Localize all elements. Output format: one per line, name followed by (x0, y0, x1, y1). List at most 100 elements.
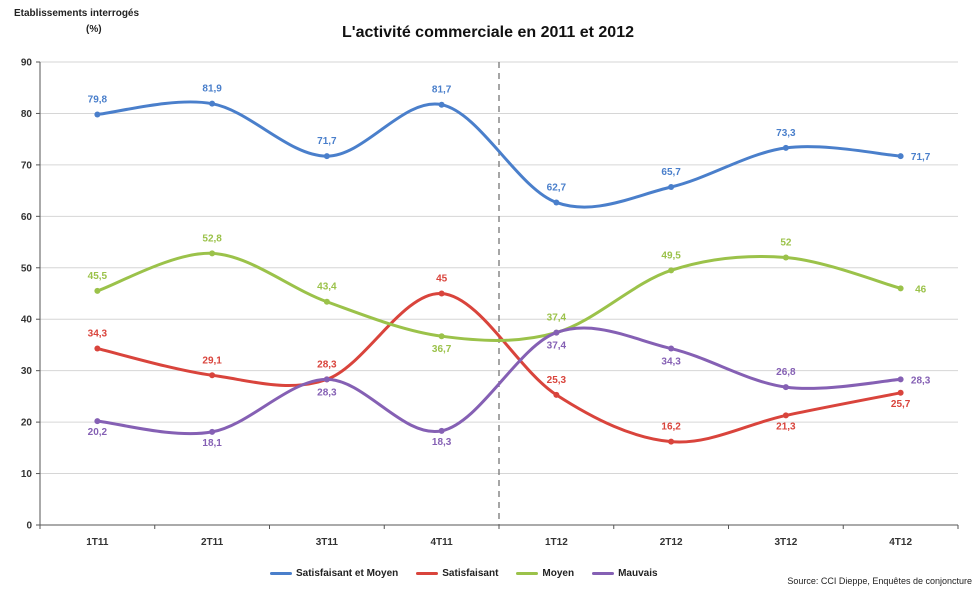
data-label: 25,3 (547, 375, 567, 386)
data-label: 52,8 (202, 233, 222, 244)
data-label: 20,2 (88, 427, 108, 438)
data-label: 65,7 (661, 167, 681, 178)
data-point (323, 376, 330, 383)
x-tick-label: 2T12 (660, 537, 683, 548)
legend-item: Satisfaisant et Moyen (270, 568, 398, 579)
legend-swatch (592, 572, 615, 575)
data-label: 49,5 (661, 250, 681, 261)
data-point (209, 372, 216, 379)
x-tick-label: 4T11 (431, 537, 454, 548)
y-tick-label: 40 (21, 315, 33, 326)
x-tick-label: 3T11 (316, 537, 339, 548)
data-point (209, 250, 216, 257)
x-tick-label: 4T12 (889, 537, 912, 548)
data-label: 52 (780, 237, 792, 248)
data-label: 28,3 (317, 359, 337, 370)
data-point (94, 111, 101, 118)
data-point (94, 287, 101, 294)
y-tick-label: 90 (21, 58, 33, 69)
data-point (438, 290, 445, 297)
legend-label: Moyen (542, 568, 575, 579)
data-point (668, 438, 675, 445)
data-label: 28,3 (317, 387, 337, 398)
data-label: 81,7 (432, 85, 452, 96)
data-label: 25,7 (891, 399, 911, 410)
data-label: 45,5 (88, 271, 108, 282)
data-point (553, 199, 560, 206)
data-point (782, 384, 789, 391)
data-label: 18,3 (432, 437, 452, 448)
data-point (209, 100, 216, 107)
data-point (553, 329, 560, 336)
data-point (782, 144, 789, 151)
data-label: 37,4 (547, 341, 567, 352)
x-tick-label: 1T12 (545, 537, 568, 548)
data-label: 28,3 (911, 375, 931, 386)
y-tick-label: 0 (26, 521, 32, 532)
data-label: 37,4 (547, 313, 567, 324)
series-line-mauvais (95, 326, 903, 436)
legend-item: Moyen (516, 568, 574, 579)
data-label: 79,8 (88, 94, 108, 105)
data-point (782, 412, 789, 419)
series-line-satisfaisant-et-moyen (95, 100, 903, 209)
legend-item: Mauvais (592, 568, 658, 579)
data-point (323, 298, 330, 305)
data-point (782, 254, 789, 261)
series-line-moyen (95, 251, 903, 342)
data-label: 18,1 (202, 438, 222, 449)
y-tick-label: 20 (21, 418, 33, 429)
data-point (897, 376, 904, 383)
x-tick-label: 1T11 (86, 537, 109, 548)
y-axis-label: Etablissements interrogés (14, 8, 140, 19)
y-tick-label: 60 (21, 212, 33, 223)
data-point (668, 345, 675, 352)
legend-swatch (516, 572, 539, 575)
data-label: 71,7 (317, 136, 337, 147)
data-point (438, 427, 445, 434)
data-label: 81,9 (202, 84, 222, 95)
data-point (553, 391, 560, 398)
data-label: 73,3 (776, 128, 796, 139)
y-tick-label: 50 (21, 263, 33, 274)
data-label: 45 (436, 274, 448, 285)
legend-swatch (416, 572, 439, 575)
data-point (94, 345, 101, 352)
data-label: 21,3 (776, 421, 796, 432)
data-label: 62,7 (547, 182, 567, 193)
x-tick-label: 3T12 (774, 537, 797, 548)
data-point (94, 418, 101, 425)
chart-title: L'activité commerciale en 2011 et 2012 (342, 24, 634, 41)
legend-label: Satisfaisant et Moyen (296, 568, 399, 579)
y-tick-label: 70 (21, 160, 33, 171)
data-label: 36,7 (432, 344, 452, 355)
legend-label: Satisfaisant (442, 568, 499, 579)
y-axis-unit: (%) (86, 24, 102, 35)
data-label: 26,8 (776, 367, 796, 378)
data-point (668, 267, 675, 274)
y-tick-label: 30 (21, 366, 33, 377)
y-tick-label: 80 (21, 109, 33, 120)
data-point (438, 101, 445, 108)
data-point (668, 184, 675, 191)
data-label: 34,3 (661, 357, 681, 368)
source-note: Source: CCI Dieppe, Enquêtes de conjonct… (787, 576, 972, 586)
data-point (897, 285, 904, 292)
data-label: 29,1 (202, 355, 222, 366)
data-label: 16,2 (661, 422, 681, 433)
data-point (897, 153, 904, 160)
data-label: 71,7 (911, 152, 931, 163)
data-label: 34,3 (88, 329, 108, 340)
data-label: 43,4 (317, 282, 337, 293)
x-tick-label: 2T11 (201, 537, 224, 548)
data-label: 46 (915, 284, 927, 295)
data-point (897, 389, 904, 396)
legend-label: Mauvais (618, 568, 658, 579)
data-point (438, 333, 445, 340)
legend-swatch (270, 572, 292, 575)
data-point (209, 428, 216, 435)
legend-item: Satisfaisant (416, 568, 498, 579)
series-line-satisfaisant (95, 291, 903, 444)
chart-legend: Satisfaisant et Moyen Satisfaisant Moyen Ma… (270, 568, 658, 579)
